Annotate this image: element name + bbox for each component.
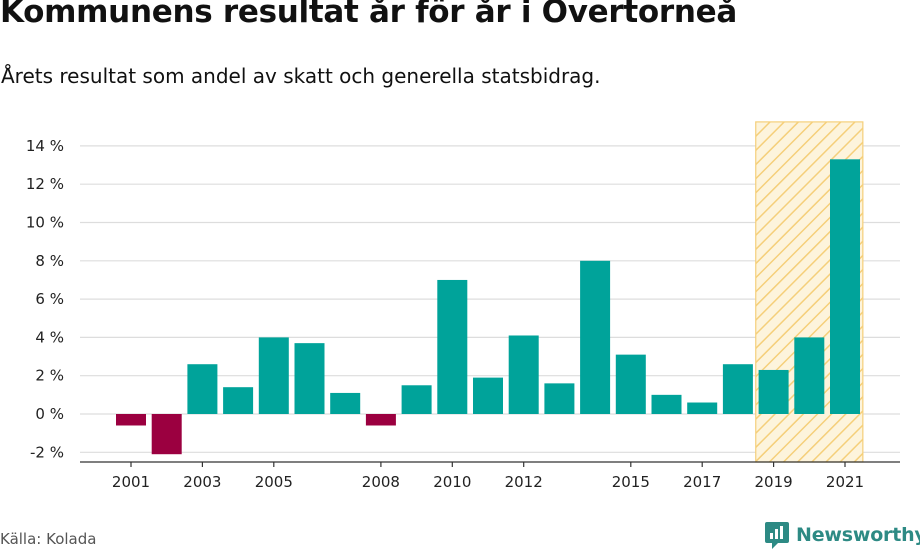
source-note: Källa: Kolada <box>0 530 97 548</box>
bar-2009[interactable] <box>401 385 432 414</box>
x-tick-label: 2003 <box>183 473 221 491</box>
bar-2012[interactable] <box>508 335 539 414</box>
y-tick-label: 2 % <box>35 367 64 385</box>
x-tick-label: 2005 <box>255 473 293 491</box>
x-tick-label: 2019 <box>755 473 793 491</box>
chart-subtitle: Årets resultat som andel av skatt och ge… <box>1 64 601 88</box>
bar-2018[interactable] <box>722 364 753 414</box>
bar-layer <box>116 159 860 455</box>
y-tick-label: -2 % <box>30 443 64 461</box>
bar-2006[interactable] <box>294 343 325 414</box>
x-tick-label: 2008 <box>362 473 400 491</box>
x-tick-label: 2012 <box>505 473 543 491</box>
bar-2003[interactable] <box>187 364 218 414</box>
bar-2019[interactable] <box>758 369 789 414</box>
brand-name: Newsworthy <box>796 524 920 546</box>
y-tick-label: 14 % <box>26 137 64 155</box>
axis-layer: -2 % 0 % 2 % 4 % 6 % 8 % 10 % 12 % 14 % 2001 2003 2… <box>26 137 900 491</box>
x-tick-label: 2015 <box>612 473 650 491</box>
bar-2002[interactable] <box>151 414 182 455</box>
bar-2021[interactable] <box>830 159 860 414</box>
x-tick-label: 2010 <box>433 473 471 491</box>
chart-title: Kommunens resultat år för år i Overtorne… <box>0 0 737 30</box>
bar-2010[interactable] <box>437 279 468 414</box>
bar-2015[interactable] <box>615 354 646 414</box>
y-tick-label: 8 % <box>35 252 64 270</box>
bar-2020[interactable] <box>794 337 825 414</box>
bar-2004[interactable] <box>223 387 254 414</box>
bar-2017[interactable] <box>687 402 718 414</box>
y-tick-label: 12 % <box>26 175 64 193</box>
bar-2011[interactable] <box>473 377 503 414</box>
brand-logo-link[interactable]: Newsworthy <box>764 520 920 550</box>
y-tick-label: 6 % <box>35 290 64 308</box>
bar-2008[interactable] <box>365 414 396 426</box>
y-tick-label: 4 % <box>35 328 64 346</box>
bar-2013[interactable] <box>544 383 575 414</box>
x-tick-label: 2017 <box>683 473 721 491</box>
y-tick-label: 0 % <box>35 405 64 423</box>
bar-2016[interactable] <box>651 394 682 414</box>
bar-2005[interactable] <box>258 337 289 414</box>
newsworthy-logo-icon <box>765 522 789 549</box>
y-tick-label: 10 % <box>26 214 64 232</box>
bar-2001[interactable] <box>116 414 146 426</box>
bar-2007[interactable] <box>330 392 361 414</box>
x-tick-label: 2001 <box>112 473 150 491</box>
bar-chart: -2 % 0 % 2 % 4 % 6 % 8 % 10 % 12 % 14 % 2001 2003 2… <box>26 121 900 491</box>
x-tick-label: 2021 <box>826 473 864 491</box>
bar-2014[interactable] <box>580 260 611 414</box>
